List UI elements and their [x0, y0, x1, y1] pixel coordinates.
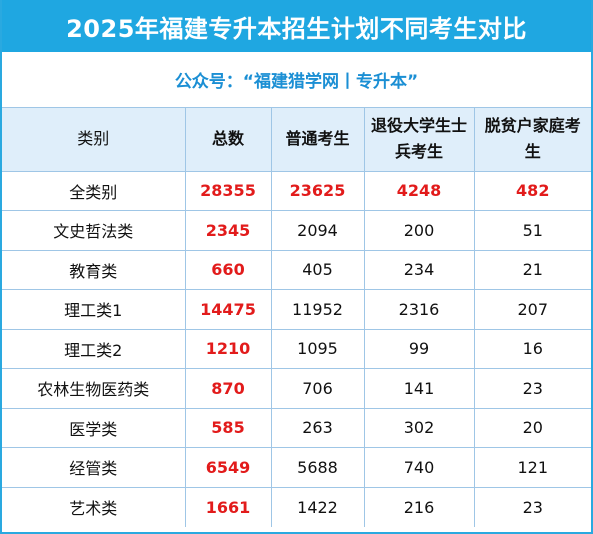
cell-category: 艺术类: [2, 486, 186, 527]
cell-total: 1661: [184, 486, 272, 527]
cell-total: 28355: [184, 170, 272, 211]
table-row: 艺术类 1661 1422 216 23: [2, 486, 591, 527]
header-poverty-text: 脱贫户家庭考生: [484, 116, 581, 162]
cell-veteran: 216: [363, 486, 475, 527]
cell-category: 经管类: [2, 447, 186, 488]
cell-veteran: 141: [363, 368, 475, 409]
cell-regular: 1422: [270, 486, 365, 527]
header-total: 总数: [184, 108, 272, 172]
cell-category: 农林生物医药类: [2, 368, 186, 409]
cell-category: 理工类1: [2, 289, 186, 330]
cell-regular: 1095: [270, 328, 365, 369]
table-row: 全类别 28355 23625 4248 482: [2, 170, 591, 211]
table-row: 理工类1 14475 11952 2316 207: [2, 289, 591, 330]
cell-veteran: 302: [363, 407, 475, 448]
header-row: 类别 总数 普通考生 退役大学生士兵考生 脱贫户家庭考生: [2, 108, 591, 172]
cell-poverty: 23: [473, 368, 591, 409]
cell-total: 2345: [184, 210, 272, 251]
header-regular: 普通考生: [270, 108, 365, 172]
table-row: 理工类2 1210 1095 99 16: [2, 328, 591, 369]
cell-veteran: 99: [363, 328, 475, 369]
cell-category: 理工类2: [2, 328, 186, 369]
cell-total: 660: [184, 249, 272, 290]
cell-poverty: 121: [473, 447, 591, 488]
table-row: 医学类 585 263 302 20: [2, 407, 591, 448]
table-row: 教育类 660 405 234 21: [2, 249, 591, 290]
cell-poverty: 207: [473, 289, 591, 330]
cell-veteran: 234: [363, 249, 475, 290]
table-row: 农林生物医药类 870 706 141 23: [2, 368, 591, 409]
cell-regular: 706: [270, 368, 365, 409]
cell-regular: 5688: [270, 447, 365, 488]
enrollment-table: 类别 总数 普通考生 退役大学生士兵考生 脱贫户家庭考生 全类别 28355 2…: [2, 108, 591, 527]
cell-total: 1210: [184, 328, 272, 369]
cell-total: 6549: [184, 447, 272, 488]
cell-poverty: 23: [473, 486, 591, 527]
cell-poverty: 21: [473, 249, 591, 290]
cell-poverty: 16: [473, 328, 591, 369]
table-row: 经管类 6549 5688 740 121: [2, 447, 591, 488]
page-title: 2025年福建专升本招生计划不同考生对比: [2, 0, 591, 52]
cell-veteran: 2316: [363, 289, 475, 330]
cell-veteran: 200: [363, 210, 475, 251]
cell-regular: 405: [270, 249, 365, 290]
cell-category: 文史哲法类: [2, 210, 186, 251]
cell-veteran: 740: [363, 447, 475, 488]
cell-poverty: 20: [473, 407, 591, 448]
header-veteran: 退役大学生士兵考生: [363, 108, 475, 172]
cell-total: 14475: [184, 289, 272, 330]
cell-category: 全类别: [2, 170, 186, 211]
subtitle: 公众号：“福建猎学网丨专升本”: [2, 52, 591, 108]
cell-regular: 2094: [270, 210, 365, 251]
cell-category: 医学类: [2, 407, 186, 448]
cell-poverty: 51: [473, 210, 591, 251]
cell-total: 585: [184, 407, 272, 448]
table-row: 文史哲法类 2345 2094 200 51: [2, 210, 591, 251]
cell-category: 教育类: [2, 249, 186, 290]
cell-poverty: 482: [473, 170, 591, 211]
header-category: 类别: [2, 108, 186, 172]
cell-regular: 11952: [270, 289, 365, 330]
cell-regular: 263: [270, 407, 365, 448]
header-poverty: 脱贫户家庭考生: [473, 108, 591, 172]
cell-regular: 23625: [270, 170, 365, 211]
cell-total: 870: [184, 368, 272, 409]
cell-veteran: 4248: [363, 170, 475, 211]
header-veteran-text: 退役大学生士兵考生: [370, 116, 467, 162]
